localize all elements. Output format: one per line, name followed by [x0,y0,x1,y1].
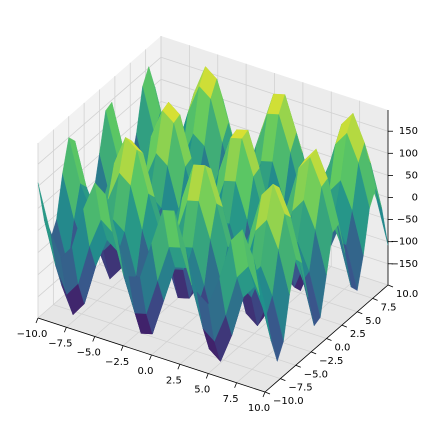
z-tick-label: 0 [412,193,418,204]
y-tick-label: −2.5 [319,356,343,367]
grid-line [37,56,162,165]
tick-mark [341,324,348,328]
x-tick-label: 7.5 [223,394,239,405]
z-tick-label: −50 [397,215,418,226]
y-tick-label: 10.0 [396,289,418,300]
surface-patch [37,182,56,266]
x-tick-label: 10.0 [248,403,270,414]
y-tick-label: −10.0 [273,396,304,407]
tick-mark [149,354,152,361]
y-tick-label: −5.0 [304,369,328,380]
tick-mark [177,364,181,370]
grid-line [37,79,162,187]
tick-mark [205,373,209,379]
surface-patch [235,138,254,220]
surface-patch [242,229,260,296]
surface-patch [340,133,359,210]
tick-mark [387,284,394,288]
y-tick-label: 2.5 [350,329,366,340]
tick-mark [280,378,286,381]
surface-patch [173,210,192,286]
tick-mark [92,336,96,342]
z-tick-label: −150 [391,259,418,270]
surface-patch [130,149,149,230]
tick-mark [310,351,317,355]
x-tick-label: −10.0 [17,329,48,340]
surface-patch [105,195,124,276]
grid-line [68,290,296,366]
grid-line [53,304,281,380]
surface-patch [303,157,322,230]
x-tick-label: −2.5 [105,357,129,368]
y-axis [264,284,389,393]
x-tick-label: 5.0 [194,385,210,396]
tick-mark [234,382,237,388]
y-tick-label: 5.0 [365,316,381,327]
surface-patch [167,122,186,210]
tick-mark [264,391,271,395]
z-tick-label: 50 [405,170,418,181]
y-tick-label: 0.0 [335,343,351,354]
x-tick-label: 2.5 [166,375,182,386]
tick-mark [295,364,301,368]
y-tick-label: −7.5 [288,383,312,394]
tick-mark [64,327,67,333]
tick-mark [120,345,124,351]
tick-mark [262,391,266,398]
surface-patch [62,137,81,219]
x-tick-label: 0.0 [138,366,154,377]
surface-patch [272,114,291,200]
y-tick-label: 7.5 [381,302,397,313]
z-tick-label: 100 [399,148,418,159]
surface-patch [198,165,217,239]
x-axis [37,317,266,393]
x-tick-label: −5.0 [77,348,101,359]
tick-mark [35,317,39,324]
surface-patch [266,183,285,250]
x-tick-label: −7.5 [48,338,72,349]
z-tick-label: −100 [391,237,418,248]
tick-mark [372,298,378,301]
tick-mark [326,338,332,341]
z-tick-label: 150 [399,126,418,137]
tick-mark [357,311,363,315]
